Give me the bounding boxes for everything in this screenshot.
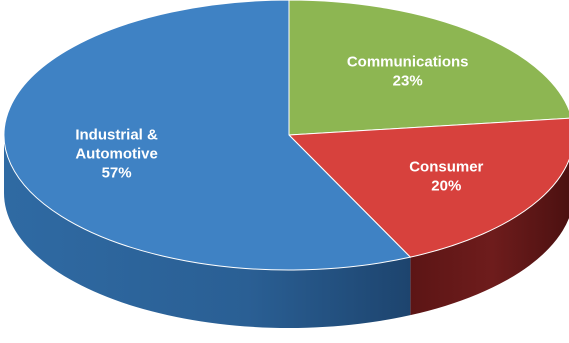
slice-name-label: Automotive [75,145,158,162]
pie-slice-1 [288,0,569,136]
pie-slice-2 [287,117,569,258]
slice-percent-label: 20% [431,178,461,195]
pie-side-3 [4,135,411,328]
slice-label-3: Industrial & Automotive 57% [75,126,158,181]
pie-sides [4,135,569,328]
pie-side-2 [410,160,569,316]
slice-labels: Communications 23% Consumer 20% Industrial &… [75,54,483,195]
pie-slices [3,0,569,271]
slice-label-1: Communications 23% [347,54,469,90]
slice-name-label: Industrial & [75,126,158,143]
pie-slice-3 [3,0,412,271]
slice-name-label: Communications [347,54,469,71]
slice-percent-label: 57% [102,164,132,181]
slice-name-label: Consumer [409,159,483,176]
slice-label-2: Consumer 20% [409,159,483,195]
slice-percent-label: 23% [393,73,423,90]
